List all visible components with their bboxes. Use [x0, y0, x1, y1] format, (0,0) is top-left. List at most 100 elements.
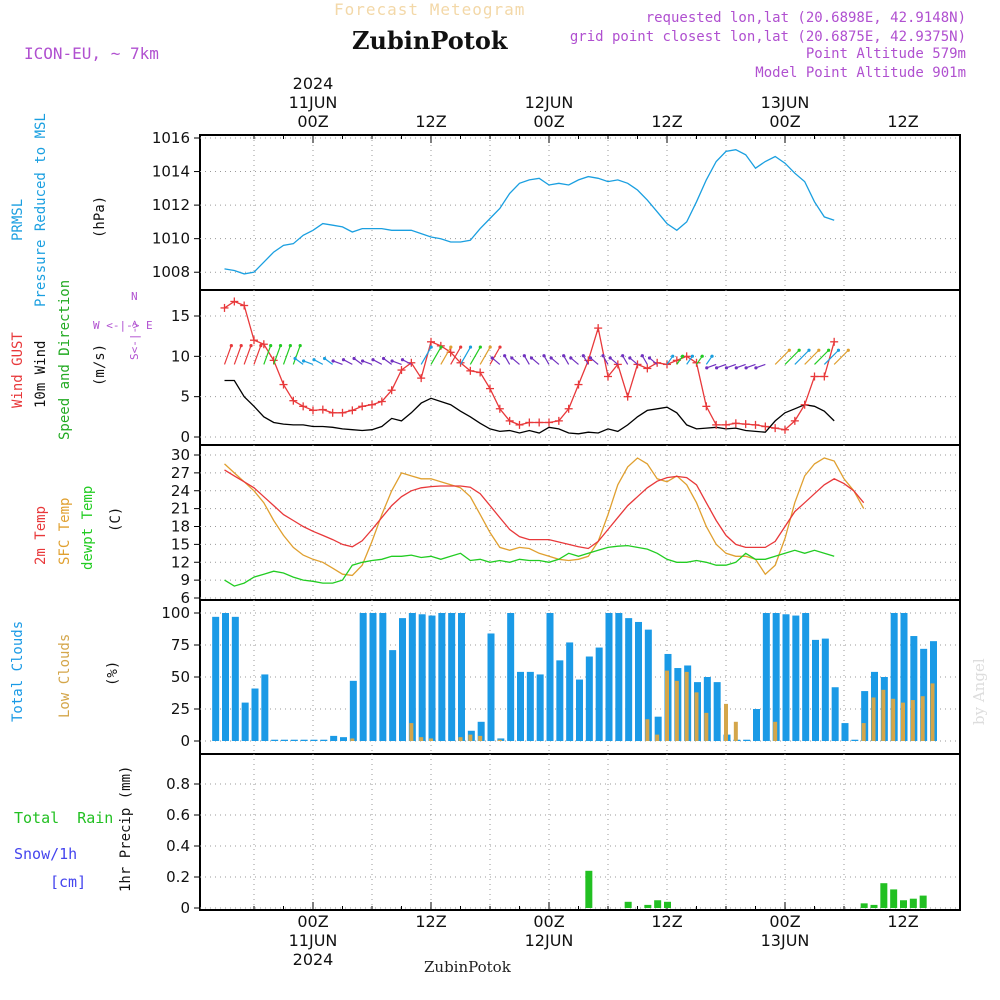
wind-arrow	[696, 355, 703, 365]
wind-arrow	[706, 363, 717, 369]
wind-arrow	[313, 359, 324, 365]
wind-arrow-head	[468, 345, 473, 349]
y-tick-label: 0.8	[166, 775, 190, 793]
total-cloud-bar	[812, 639, 819, 741]
y-tick-label: 24	[171, 482, 190, 500]
total-cloud-bar	[644, 629, 652, 741]
time-axis-label: 2024	[292, 74, 334, 93]
wind-arrow	[716, 363, 727, 369]
total-cloud-bar	[281, 739, 288, 741]
time-axis-label: 12JUN	[524, 93, 574, 112]
wind-arrow	[755, 363, 766, 369]
wind-arrow-head	[269, 344, 273, 348]
total-cloud-bar	[851, 739, 859, 741]
y-tick-label: 0	[180, 428, 190, 446]
wind-arrow-head	[754, 366, 758, 370]
wind-arrow	[469, 346, 481, 365]
total-cloud-bar	[753, 709, 760, 741]
wind-arrow	[223, 345, 232, 365]
y-tick-label: 15	[171, 535, 190, 553]
total-cloud-bar	[448, 613, 456, 741]
panel-frame-2	[199, 444, 961, 601]
wind-arrow	[372, 359, 383, 365]
wind-arrow	[629, 357, 638, 365]
low-cloud-bar	[733, 721, 738, 741]
y-tick-label: 1012	[152, 196, 190, 214]
total-cloud-bar	[340, 737, 347, 741]
wind-arrow-head	[478, 345, 482, 349]
low-cloud-bar	[871, 697, 876, 741]
wind-arrow	[459, 346, 472, 365]
wind-arrow	[263, 345, 272, 365]
total-cloud-bar	[359, 613, 367, 741]
total-cloud-bar	[556, 660, 564, 741]
y-tick-label: 30	[171, 446, 190, 464]
total-cloud-bar	[625, 618, 633, 741]
wind-arrow	[243, 345, 252, 365]
wind-arrow	[823, 349, 839, 365]
wind-arrow	[649, 357, 658, 365]
total-cloud-bar	[526, 671, 534, 741]
wind-arrow-head	[498, 345, 502, 349]
wind-arrow-head	[734, 366, 738, 370]
y-tick-label: 25	[171, 700, 190, 718]
wind-arrow	[391, 360, 402, 365]
pressure-line	[224, 149, 835, 275]
total-cloud-bar	[320, 739, 328, 741]
wind-arrow-head	[640, 354, 644, 358]
wind-arrow	[676, 355, 684, 365]
wind-arrow-head	[293, 356, 297, 361]
wind-arrow-head	[671, 354, 675, 358]
wind-arrow-head	[352, 356, 356, 361]
y-tick-label: 5	[180, 388, 190, 406]
rain-bar	[664, 901, 671, 908]
wind-arrow-head	[488, 345, 492, 349]
time-axis-label: 00Z	[297, 112, 329, 131]
low-cloud-bar	[458, 737, 463, 741]
wind-arrow-head	[710, 354, 714, 358]
wind-arrow-head	[239, 344, 243, 348]
wind-arrow-head	[601, 354, 605, 358]
dewpt-line	[224, 544, 835, 587]
total-cloud-bar	[458, 613, 465, 741]
low-cloud-bar	[910, 700, 915, 741]
total-cloud-bar	[566, 642, 574, 741]
total-cloud-bar	[212, 616, 220, 741]
total-cloud-bar	[241, 702, 249, 741]
low-cloud-bar	[655, 734, 660, 741]
total-cloud-bar	[576, 679, 583, 741]
wind-arrow-head	[361, 359, 365, 363]
wind-arrow	[602, 355, 609, 365]
total-cloud-bar	[251, 688, 259, 741]
y-tick-label: 12	[171, 553, 190, 571]
wind-arrow	[324, 358, 334, 365]
wind-arrow-head	[249, 344, 253, 348]
wind-arrow	[303, 360, 314, 365]
y-tick-label: 0.4	[166, 837, 190, 855]
total-cloud-bar	[910, 636, 918, 741]
y-tick-label: 1008	[152, 263, 190, 281]
time-axis-label: 00Z	[769, 912, 801, 931]
wind-arrow-head	[429, 345, 433, 349]
wind-arrow	[726, 363, 737, 369]
total-cloud-bar	[310, 739, 318, 741]
total-cloud-bar	[890, 613, 898, 741]
wind-arrow	[282, 345, 291, 365]
total-cloud-bar	[802, 613, 810, 741]
wind-arrow-head	[827, 348, 831, 352]
wind-arrow	[362, 360, 373, 365]
y-tick-label: 15	[171, 307, 190, 325]
wind-arrow	[833, 349, 849, 365]
sfc-temp-line	[224, 457, 865, 577]
wind-arrow	[814, 349, 830, 365]
wind-arrow	[550, 357, 560, 365]
wind-arrow	[563, 355, 570, 365]
wind-arrow	[543, 355, 550, 365]
y-tick-label: 0.6	[166, 806, 190, 824]
time-axis-label: 11JUN	[288, 93, 338, 112]
total-cloud-bar	[477, 721, 485, 741]
low-cloud-bar	[891, 698, 896, 741]
wind-arrow-head	[797, 348, 801, 352]
wind-arrow-head	[400, 358, 405, 362]
total-cloud-bar	[605, 613, 613, 741]
